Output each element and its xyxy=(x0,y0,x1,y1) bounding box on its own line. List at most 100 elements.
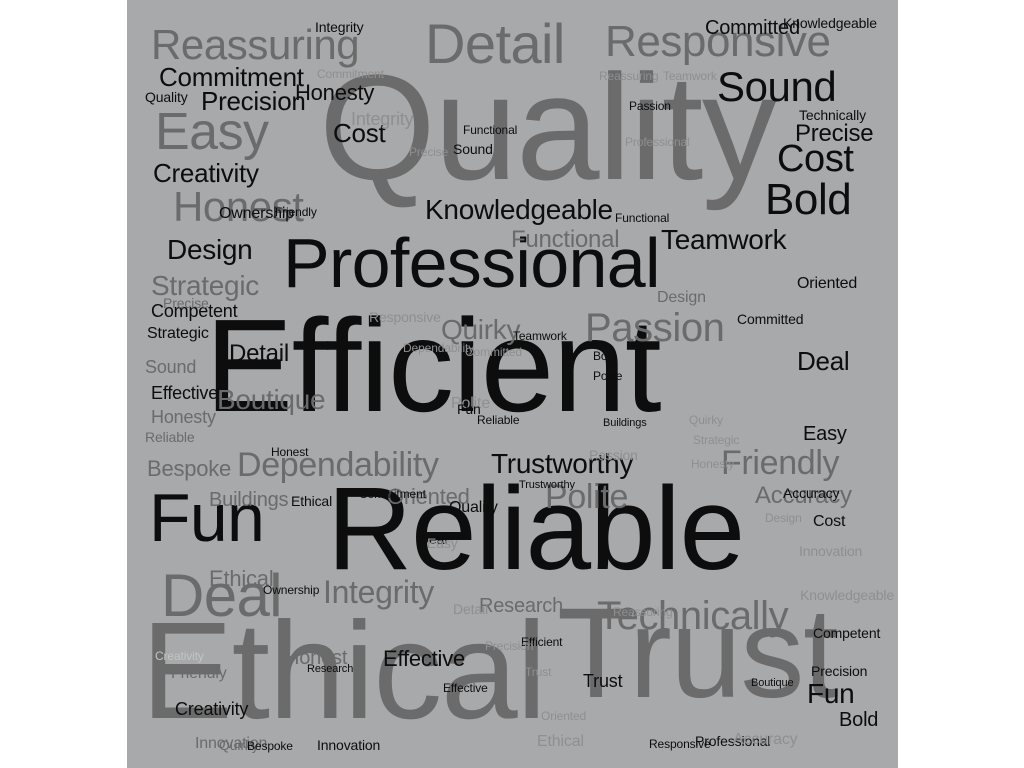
cloud-word: Trust xyxy=(583,671,623,691)
cloud-word: Innovation xyxy=(195,735,268,752)
cloud-word: Sound xyxy=(717,63,837,110)
cloud-word: Accuracy xyxy=(755,482,852,509)
cloud-word: Quality xyxy=(319,43,777,211)
cloud-word: Deal xyxy=(419,531,448,547)
cloud-word: Efficient xyxy=(205,292,662,439)
cloud-word: Easy xyxy=(427,535,458,551)
cloud-word: Trustworthy xyxy=(491,448,634,479)
cloud-word: Honesty xyxy=(295,80,375,105)
cloud-word: Reassuring xyxy=(151,21,360,68)
cloud-word: Effective xyxy=(443,681,488,695)
cloud-word: Teamwork xyxy=(513,329,567,343)
cloud-word: Integrity xyxy=(323,574,434,610)
cloud-word: Reassuring xyxy=(599,69,659,83)
cloud-word: Knowledgeable xyxy=(800,587,894,603)
cloud-word: Committed xyxy=(465,345,522,359)
cloud-word: Innovation xyxy=(317,737,381,753)
cloud-word: Cost xyxy=(333,118,386,148)
cloud-word: Precise xyxy=(795,120,874,147)
cloud-word: Effective xyxy=(151,383,219,403)
cloud-word: Creativity xyxy=(155,649,204,663)
cloud-word: Functional xyxy=(463,123,518,137)
cloud-word: Friendly xyxy=(275,205,317,219)
cloud-word: Quality xyxy=(449,499,498,516)
cloud-word: Integrity xyxy=(315,19,364,35)
cloud-word: Cost xyxy=(813,513,846,530)
cloud-word: Technically xyxy=(597,594,789,638)
cloud-word: Honest xyxy=(285,647,348,669)
cloud-word: Professional xyxy=(695,733,771,749)
cloud-word: Reliable xyxy=(145,429,195,445)
cloud-word: Bold xyxy=(839,709,879,731)
cloud-word: Design xyxy=(657,289,706,306)
cloud-word: Precision xyxy=(811,663,868,679)
cloud-word: Passion xyxy=(585,306,725,350)
cloud-word: Detail xyxy=(453,601,488,617)
cloud-word: Sound xyxy=(145,357,197,377)
cloud-word: Ethical xyxy=(537,733,584,750)
cloud-word: Integrity xyxy=(351,109,414,129)
cloud-word: Trustworthy xyxy=(519,479,575,491)
cloud-word: Oriented xyxy=(541,709,587,723)
cloud-word: Innovation xyxy=(799,543,863,559)
cloud-word: Polite xyxy=(545,478,629,516)
cloud-word: Ownership xyxy=(219,205,295,222)
cloud-word: Functional xyxy=(615,211,670,225)
cloud-word: Honesty xyxy=(691,457,735,471)
cloud-word: Committed xyxy=(705,17,800,39)
cloud-word: Research xyxy=(479,595,563,617)
cloud-word: Boutique xyxy=(217,384,326,415)
cloud-word: Teamwork xyxy=(661,224,787,255)
cloud-word: Quality xyxy=(145,89,188,105)
cloud-word: Friendly xyxy=(171,665,227,682)
cloud-word: Strategic xyxy=(693,433,740,447)
cloud-word: Knowledgeable xyxy=(425,194,613,225)
cloud-word: Knowledgeable xyxy=(783,15,877,31)
cloud-word: Functional xyxy=(511,226,620,253)
cloud-word: Easy xyxy=(155,103,269,161)
cloud-word: Creativity xyxy=(153,158,259,188)
cloud-word: Responsive xyxy=(649,737,711,751)
cloud-word: Sound xyxy=(453,141,493,157)
cloud-word: Deal xyxy=(161,562,283,629)
cloud-word: Accuracy xyxy=(783,485,840,501)
cloud-word: Effective xyxy=(383,646,465,671)
cloud-word: Quirky xyxy=(219,737,259,753)
cloud-word: Fun xyxy=(149,480,265,556)
cloud-word: Precision xyxy=(201,86,306,116)
cloud-word: Reliable xyxy=(327,463,745,595)
cloud-word: Responsive xyxy=(369,309,441,325)
cloud-word: Research xyxy=(307,663,354,675)
cloud-word: Bespoke xyxy=(247,739,293,753)
cloud-word: Ethical xyxy=(141,594,547,748)
cloud-word: Precise xyxy=(409,145,449,159)
cloud-word: Competent xyxy=(151,301,238,321)
cloud-word: Friendly xyxy=(721,444,840,482)
cloud-word: Buildings xyxy=(603,417,647,429)
cloud-word: Teamwork xyxy=(663,69,717,83)
cloud-word: Quirky xyxy=(441,314,521,345)
cloud-word: Design xyxy=(167,234,253,265)
cloud-word: Honesty xyxy=(151,407,216,427)
cloud-word: Buildings xyxy=(209,489,289,511)
cloud-word: Honest xyxy=(271,445,309,459)
cloud-word: Easy xyxy=(803,423,847,445)
cloud-word: Creativity xyxy=(175,699,249,719)
cloud-word: Committed xyxy=(737,311,804,327)
cloud-word: Trust xyxy=(557,582,839,725)
cloud-word: Oriented xyxy=(797,275,858,292)
cloud-word: Ethical xyxy=(209,566,274,591)
cloud-word: Passion xyxy=(589,447,638,463)
cloud-word: Polite xyxy=(593,369,623,383)
cloud-word: Fun xyxy=(807,678,855,709)
cloud-word: Trust xyxy=(525,665,552,679)
cloud-word: Dependability xyxy=(237,446,439,484)
cloud-word: Bespoke xyxy=(147,456,232,481)
cloud-word: Commitment xyxy=(317,67,384,81)
cloud-word: Design xyxy=(765,511,802,525)
cloud-word: Detail xyxy=(229,340,289,367)
cloud-word: Reassuring xyxy=(613,605,673,619)
cloud-word: Passion xyxy=(629,99,671,113)
cloud-word: Cost xyxy=(777,138,854,180)
cloud-word: Responsive xyxy=(605,17,831,66)
